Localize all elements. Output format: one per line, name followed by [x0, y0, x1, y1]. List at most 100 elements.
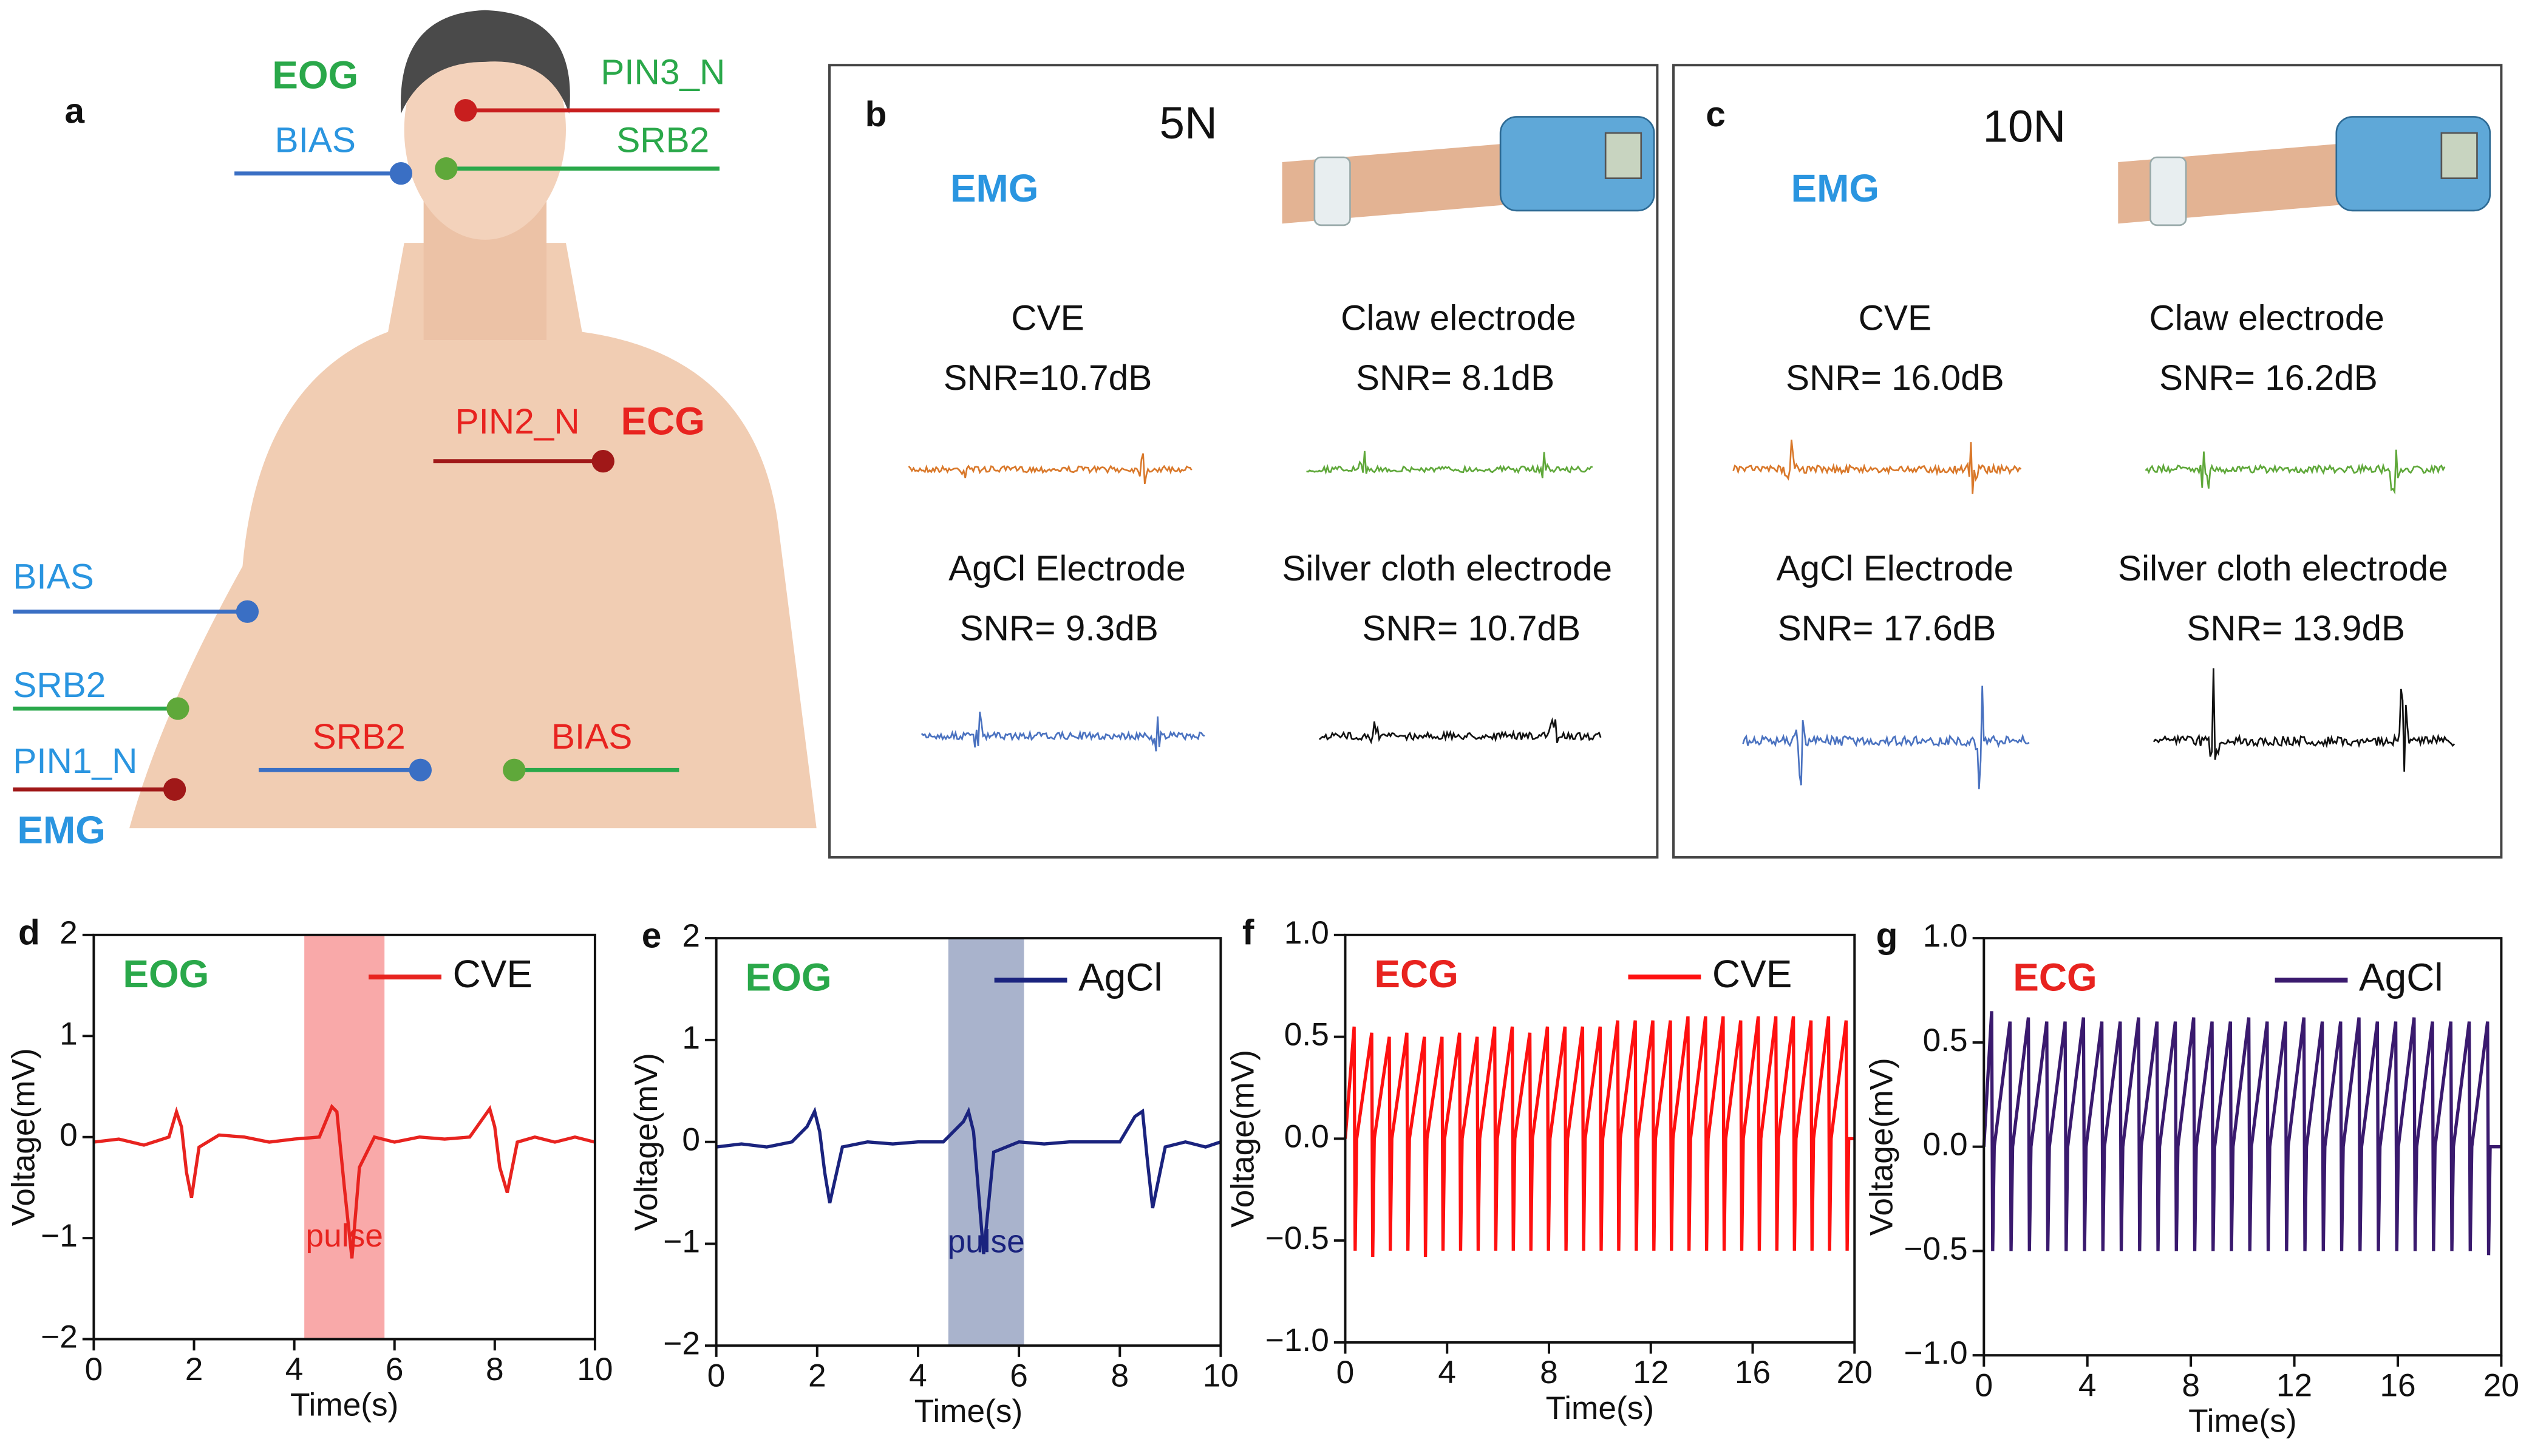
emg-trace	[2145, 449, 2446, 495]
electrode-dot	[236, 600, 259, 623]
electrode-dot	[435, 157, 458, 180]
y-axis-label: Voltage(mV)	[628, 1053, 664, 1231]
y-tick-label: 0.5	[1284, 1017, 1329, 1053]
electrode-dot	[166, 697, 189, 720]
y-tick-label: −1	[41, 1218, 78, 1254]
head	[404, 19, 566, 240]
x-tick-label: 10	[577, 1352, 613, 1387]
x-tick-label: 8	[2182, 1367, 2200, 1403]
snr-value: SNR= 16.2dB	[2159, 358, 2378, 398]
signal-label: ECG	[621, 399, 705, 443]
panel-label: f	[1242, 913, 1254, 952]
x-tick-label: 2	[185, 1352, 203, 1387]
signal-annotation: ECG	[2013, 955, 2097, 999]
x-tick-label: 4	[2078, 1367, 2097, 1403]
x-tick-label: 0	[707, 1358, 726, 1394]
y-tick-label: 2	[60, 915, 78, 951]
y-tick-label: 2	[682, 918, 700, 954]
x-tick-label: 12	[2276, 1367, 2312, 1403]
emg-trace	[2153, 668, 2455, 772]
electrode-label: BIAS	[275, 121, 356, 160]
emg-trace	[1732, 440, 2022, 494]
electrode-map: EOG ECG EMG PIN3_N BIAS SRB2 PIN2_N BIAS…	[13, 53, 725, 852]
electrode-name: AgCl Electrode	[948, 549, 1186, 588]
legend-label: CVE	[1712, 952, 1792, 996]
x-tick-label: 0	[85, 1352, 103, 1387]
snr-value: SNR= 13.9dB	[2187, 609, 2405, 648]
force-label: 10N	[1982, 101, 2066, 151]
panel-label: e	[642, 916, 662, 956]
x-tick-label: 0	[1336, 1355, 1355, 1390]
y-tick-label: −2	[663, 1325, 700, 1361]
x-tick-label: 12	[1633, 1355, 1669, 1390]
data-line	[1982, 1011, 2502, 1256]
electrode-label: SRB2	[313, 717, 406, 757]
y-axis-label: Voltage(mV)	[1225, 1050, 1261, 1228]
x-tick-label: 16	[1735, 1355, 1771, 1390]
y-axis-label: Voltage(mV)	[1863, 1058, 1899, 1236]
snr-value: SNR=10.7dB	[944, 358, 1152, 398]
electrode-name: Claw electrode	[1341, 298, 1576, 338]
panel-label: c	[1706, 95, 1726, 134]
x-tick-label: 20	[1837, 1355, 1873, 1390]
electrode-label: SRB2	[616, 121, 709, 160]
y-tick-label: 1	[682, 1020, 700, 1056]
highlight-label: pulse	[306, 1218, 383, 1254]
dynamometer-screen	[1604, 132, 1642, 179]
x-tick-label: 16	[2380, 1367, 2415, 1403]
hair	[400, 10, 570, 114]
y-tick-label: −1.0	[1265, 1322, 1329, 1358]
x-axis-label: Time(s)	[1546, 1390, 1654, 1426]
legend-label: CVE	[453, 952, 533, 996]
y-tick-label: −1.0	[1904, 1335, 1968, 1371]
snr-value: SNR= 9.3dB	[960, 609, 1159, 648]
panel-frame	[1672, 64, 2503, 859]
signal-label: EOG	[272, 53, 358, 97]
electrode-name: Claw electrode	[2149, 298, 2384, 338]
emg-trace	[921, 712, 1205, 752]
electrode-label: BIAS	[13, 557, 94, 596]
electrode-label: BIAS	[551, 717, 632, 757]
y-tick-label: 0.0	[1284, 1118, 1329, 1154]
y-tick-label: −0.5	[1904, 1231, 1968, 1267]
emg-trace	[1306, 451, 1593, 478]
snr-value: SNR= 17.6dB	[1778, 609, 1996, 648]
dynamometer-screen	[2440, 132, 2478, 179]
panel-frame	[828, 64, 1659, 859]
y-tick-label: −1	[663, 1224, 700, 1260]
electrode-name: AgCl Electrode	[1776, 549, 2013, 588]
x-tick-label: 10	[1203, 1358, 1239, 1394]
electrode-name: Silver cloth electrode	[1282, 549, 1612, 588]
electrode-dot	[591, 449, 614, 473]
data-line	[94, 1104, 596, 1259]
legend-label: AgCl	[2359, 955, 2443, 999]
x-tick-label: 2	[808, 1358, 826, 1394]
emg-trace	[908, 453, 1193, 485]
torso	[129, 243, 817, 829]
arm-band	[1313, 156, 1351, 226]
panel-label: d	[18, 913, 40, 952]
data-line	[1343, 1016, 1855, 1257]
highlight-band	[948, 938, 1024, 1346]
y-tick-label: 1.0	[1923, 918, 1968, 954]
electrode-label: PIN2_N	[455, 402, 580, 441]
x-axis-label: Time(s)	[914, 1393, 1023, 1429]
electrode-dot	[503, 758, 526, 781]
x-tick-label: 6	[1010, 1358, 1028, 1394]
electrode-label: PIN3_N	[601, 53, 725, 92]
signal-annotation: EOG	[123, 952, 209, 996]
x-tick-label: 8	[1111, 1358, 1129, 1394]
y-tick-label: 1	[60, 1016, 78, 1052]
panel-label: g	[1876, 916, 1898, 956]
electrode-dot	[163, 778, 186, 801]
electrode-name: CVE	[1859, 298, 1931, 338]
electrode-dot	[389, 162, 413, 185]
x-tick-label: 8	[1540, 1355, 1558, 1390]
snr-value: SNR= 10.7dB	[1362, 609, 1581, 648]
plot-frame	[1982, 937, 2503, 1357]
y-tick-label: 0.0	[1923, 1127, 1968, 1163]
panel-label: a	[65, 92, 85, 131]
emg-trace	[1742, 685, 2030, 789]
force-label: 5N	[1160, 98, 1217, 148]
